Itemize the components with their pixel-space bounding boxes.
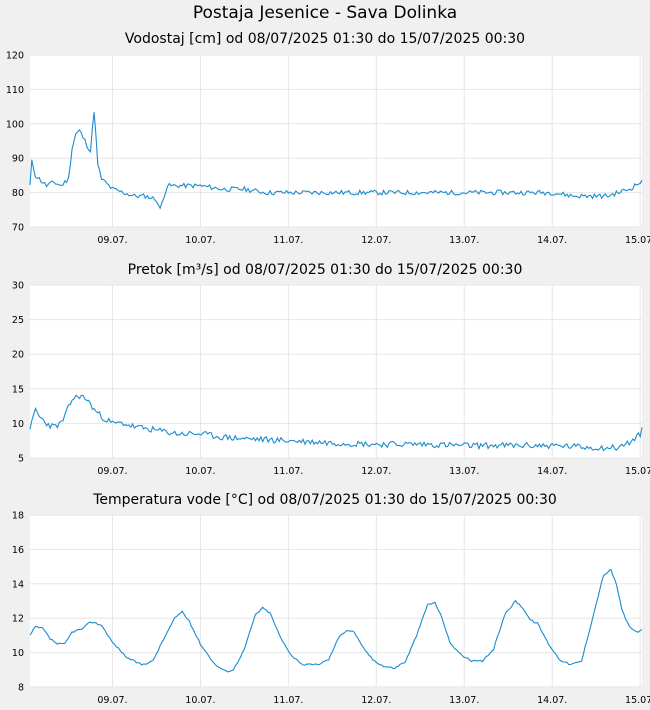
x-tick-label: 11.07. bbox=[273, 695, 303, 706]
x-tick-label: 10.07. bbox=[185, 466, 215, 477]
x-tick-label: 14.07. bbox=[537, 466, 567, 477]
plot-area bbox=[30, 55, 642, 227]
y-tick-label: 10 bbox=[12, 648, 24, 659]
x-tick-label: 10.07. bbox=[185, 695, 215, 706]
water-temperature-chart: 8 10 12 14 16 18 09.07. 10.07. 11.07. 12.07. 13.07… bbox=[12, 511, 650, 707]
y-tick-label: 70 bbox=[12, 223, 24, 234]
y-tick-label: 90 bbox=[12, 154, 24, 165]
x-tick-label: 12.07. bbox=[361, 235, 391, 246]
x-tick-label: 15.07. bbox=[625, 235, 650, 246]
chart-title-water-level: Vodostaj [cm] od 08/07/2025 01:30 do 15/… bbox=[124, 31, 526, 47]
y-tick-label: 16 bbox=[12, 545, 24, 556]
page-title: Postaja Jesenice - Sava Dolinka bbox=[192, 3, 458, 23]
x-tick-label: 14.07. bbox=[537, 695, 567, 706]
y-tick-label: 10 bbox=[12, 419, 24, 430]
series-line bbox=[29, 111, 643, 210]
series-line bbox=[29, 394, 643, 452]
series-line bbox=[29, 568, 643, 673]
x-tick-label: 09.07. bbox=[97, 695, 127, 706]
y-tick-label: 20 bbox=[12, 350, 24, 361]
y-tick-label: 30 bbox=[12, 281, 24, 292]
y-tick-label: 25 bbox=[12, 315, 24, 326]
x-tick-label: 13.07. bbox=[449, 695, 479, 706]
x-tick-label: 09.07. bbox=[97, 466, 127, 477]
plot-area bbox=[30, 285, 642, 458]
water-level-chart: 70 80 90 100 110 120 09.07. 10.07. 11.07. 12.07. 1… bbox=[6, 51, 650, 247]
y-tick-label: 15 bbox=[12, 384, 24, 395]
y-tick-label: 120 bbox=[6, 51, 24, 62]
x-tick-label: 12.07. bbox=[361, 695, 391, 706]
x-tick-label: 09.07. bbox=[97, 235, 127, 246]
plot-area bbox=[30, 515, 642, 687]
y-tick-label: 18 bbox=[12, 511, 24, 522]
x-tick-label: 11.07. bbox=[273, 466, 303, 477]
x-tick-label: 12.07. bbox=[361, 466, 391, 477]
y-tick-label: 110 bbox=[6, 85, 24, 96]
y-tick-label: 14 bbox=[12, 579, 24, 590]
x-tick-label: 10.07. bbox=[185, 235, 215, 246]
chart-title-discharge: Pretok [m³/s] od 08/07/2025 01:30 do 15/… bbox=[127, 262, 523, 278]
discharge-chart: 5 10 15 20 25 30 09.07. 10.07. 11.07. 12.07. 13.07… bbox=[12, 281, 650, 478]
x-tick-label: 14.07. bbox=[537, 235, 567, 246]
x-tick-label: 11.07. bbox=[273, 235, 303, 246]
x-tick-label: 13.07. bbox=[449, 466, 479, 477]
x-tick-label: 15.07. bbox=[625, 695, 650, 706]
y-tick-label: 8 bbox=[18, 683, 24, 694]
y-tick-label: 12 bbox=[12, 614, 24, 625]
x-tick-label: 13.07. bbox=[449, 235, 479, 246]
chart-title-water-temperature: Temperatura vode [°C] od 08/07/2025 01:3… bbox=[93, 492, 557, 508]
y-tick-label: 100 bbox=[6, 119, 24, 130]
y-tick-label: 80 bbox=[12, 188, 24, 199]
y-tick-label: 5 bbox=[18, 454, 24, 465]
x-tick-label: 15.07. bbox=[625, 466, 650, 477]
